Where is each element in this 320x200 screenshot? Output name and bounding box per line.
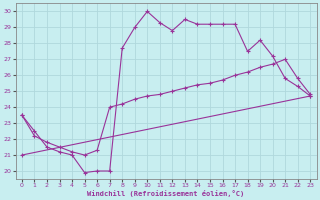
X-axis label: Windchill (Refroidissement éolien,°C): Windchill (Refroidissement éolien,°C) (87, 190, 245, 197)
